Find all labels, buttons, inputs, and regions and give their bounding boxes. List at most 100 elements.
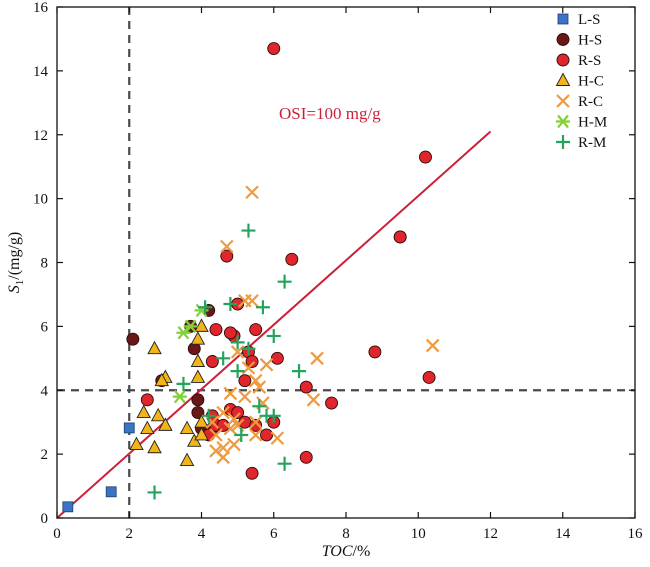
data-point <box>425 338 440 353</box>
y-axis-title-subscript: 1 <box>14 280 26 286</box>
data-point <box>241 341 256 356</box>
x-tick-label: 10 <box>411 526 426 542</box>
x-tick-label: 8 <box>342 526 350 542</box>
data-point <box>190 331 206 345</box>
data-point <box>140 393 154 407</box>
data-point <box>201 408 216 423</box>
y-tick-label: 4 <box>41 383 49 399</box>
trendline-group: OSI=100 mg/g <box>56 104 492 519</box>
data-point <box>234 427 249 442</box>
data-point <box>248 373 263 388</box>
series-h-s <box>126 230 407 436</box>
legend-marker <box>556 114 570 129</box>
legend-item-r-c: R-C <box>556 94 603 110</box>
legend-item-r-s: R-S <box>556 53 601 69</box>
legend-label: H-S <box>578 33 602 49</box>
data-point <box>62 501 74 513</box>
data-point <box>259 408 274 423</box>
data-point <box>245 355 259 368</box>
data-point <box>176 376 191 391</box>
data-point <box>194 427 209 441</box>
legend-item-r-m: R-M <box>556 135 606 151</box>
data-point <box>105 486 117 498</box>
legend-label: R-M <box>578 135 606 151</box>
y-axis-title-unit: /(mg/g) <box>6 232 23 280</box>
data-point <box>223 386 238 401</box>
x-tick-label: 2 <box>126 526 134 542</box>
data-point <box>183 319 198 334</box>
data-point <box>306 393 321 407</box>
series-h-c <box>129 318 209 466</box>
data-point <box>129 436 144 450</box>
legend-marker <box>556 135 570 149</box>
data-point <box>267 42 281 55</box>
data-point <box>190 369 206 383</box>
axes <box>56 6 636 519</box>
legend-marker <box>556 33 570 46</box>
x-tick-label: 0 <box>53 526 61 542</box>
data-point <box>248 428 263 442</box>
y-axis-title: S1/(mg/g) <box>6 232 26 294</box>
data-point <box>198 300 213 315</box>
y-tick-label: 0 <box>41 511 49 527</box>
data-point <box>227 412 241 426</box>
axis-titles: TOC/% S1/(mg/g) <box>6 232 370 560</box>
x-axis-title-italic: TOC <box>322 543 353 560</box>
data-point <box>123 422 135 434</box>
data-point <box>216 450 230 465</box>
data-point <box>209 428 223 442</box>
data-point <box>223 421 238 436</box>
trendline-label: OSI=100 mg/g <box>279 104 381 123</box>
data-point <box>231 406 245 420</box>
data-points <box>62 42 440 513</box>
data-point <box>270 351 284 365</box>
x-axis-title: TOC/% <box>322 543 371 560</box>
data-point <box>223 326 237 340</box>
data-point <box>190 353 206 367</box>
data-point <box>270 431 285 445</box>
legend-label: H-C <box>578 74 604 90</box>
legend-label: L-S <box>578 12 601 28</box>
data-point <box>238 389 252 404</box>
data-point <box>194 318 209 332</box>
data-point <box>393 230 407 244</box>
y-tick-label: 2 <box>41 447 49 463</box>
legend-marker <box>557 13 569 25</box>
y-axis-title-italic: S <box>6 285 23 293</box>
data-point <box>216 405 230 420</box>
data-point <box>422 371 436 384</box>
legend: L-S H-S R-S H-C R-C H-M R-M <box>555 12 607 151</box>
y-tick-label: 6 <box>41 319 49 335</box>
data-point <box>419 150 432 164</box>
data-point <box>172 389 187 404</box>
series-r-m <box>147 223 307 500</box>
data-point <box>140 420 155 435</box>
legend-item-h-c: H-C <box>555 72 604 90</box>
legend-marker <box>556 94 570 108</box>
legend-item-l-s: L-S <box>557 12 601 28</box>
data-point <box>176 326 191 340</box>
x-tick-label: 14 <box>555 526 571 542</box>
data-point <box>325 396 338 410</box>
data-point <box>245 294 259 308</box>
legend-item-h-m: H-M <box>556 115 607 131</box>
data-point <box>368 345 382 359</box>
data-point <box>245 466 259 480</box>
data-point <box>249 323 263 337</box>
y-tick-label: 16 <box>33 0 49 16</box>
data-point <box>220 249 234 263</box>
data-point <box>299 450 313 464</box>
data-point <box>136 404 151 419</box>
data-point <box>241 223 256 238</box>
data-point <box>126 332 140 346</box>
data-point <box>147 485 162 500</box>
data-point <box>245 185 259 200</box>
x-tick-label: 12 <box>483 526 498 542</box>
x-tick-label: 4 <box>198 526 206 542</box>
data-point <box>220 239 234 254</box>
y-tick-label: 14 <box>33 64 49 80</box>
data-point <box>252 380 267 394</box>
data-point <box>248 415 263 429</box>
legend-item-h-s: H-S <box>556 33 602 49</box>
